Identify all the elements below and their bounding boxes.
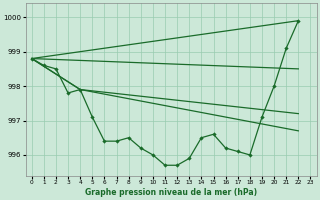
X-axis label: Graphe pression niveau de la mer (hPa): Graphe pression niveau de la mer (hPa) [85, 188, 257, 197]
